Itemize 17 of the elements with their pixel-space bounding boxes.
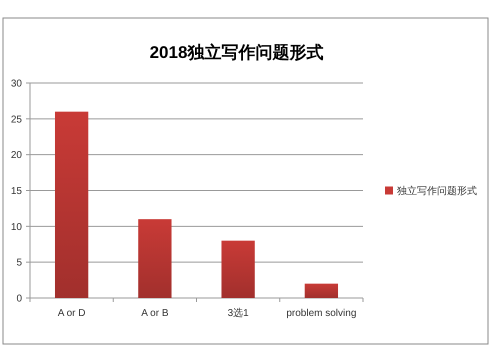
y-tick-label: 25 [10,114,22,126]
y-tick-label: 5 [16,258,22,269]
legend-label: 独立写作问题形式 [397,185,477,197]
bar [304,284,338,298]
y-tick-label: 15 [10,186,22,197]
bar [138,219,172,298]
x-tick-label: problem solving [286,308,356,319]
chart-title: 2018独立写作问题形式 [150,43,324,62]
y-tick-label: 30 [10,78,22,90]
x-tick-label: A or D [58,308,86,319]
y-tick-label: 20 [10,150,22,162]
bar [221,240,255,298]
y-tick-label: 10 [10,222,22,233]
bar [54,112,88,298]
x-tick-label: 3选1 [228,307,250,319]
x-tick-label: A or B [141,308,169,319]
y-tick-label: 0 [16,294,22,304]
